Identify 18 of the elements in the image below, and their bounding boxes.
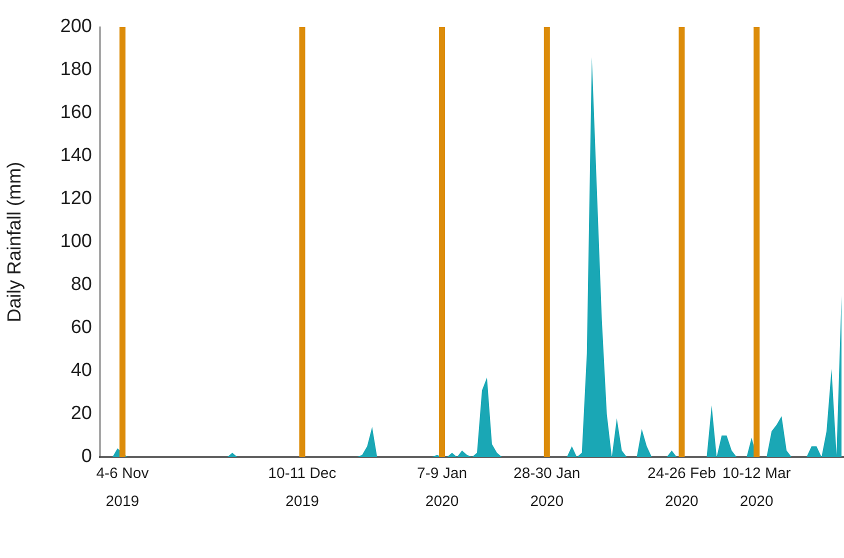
y-tick-label: 20 [70, 403, 92, 424]
y-tick-label: 160 [60, 102, 92, 124]
x-tick-label: 28-30 Jan 2020 [514, 465, 580, 510]
y-tick-label: 60 [70, 317, 92, 338]
y-tick-label: 180 [60, 59, 92, 80]
y-tick-label: 80 [70, 274, 92, 296]
y-tick-label: 0 [81, 446, 92, 468]
y-tick-label: 120 [60, 188, 92, 210]
y-tick-label: 200 [60, 16, 92, 38]
x-tick-label: 7-9 Jan 2020 [417, 465, 468, 510]
y-tick-label: 100 [60, 231, 92, 252]
x-tick-label: 24-26 Feb 2020 [648, 465, 716, 510]
y-axis-title: Daily Rainfall (mm) [4, 162, 26, 322]
x-tick-label: 4-6 Nov 2019 [96, 465, 150, 510]
x-tick-label: 10-11 Dec 2019 [268, 465, 337, 510]
x-tick-label: 10-12 Mar 2020 [722, 465, 791, 510]
y-tick-label: 140 [60, 145, 92, 166]
y-tick-label: 40 [70, 360, 92, 382]
